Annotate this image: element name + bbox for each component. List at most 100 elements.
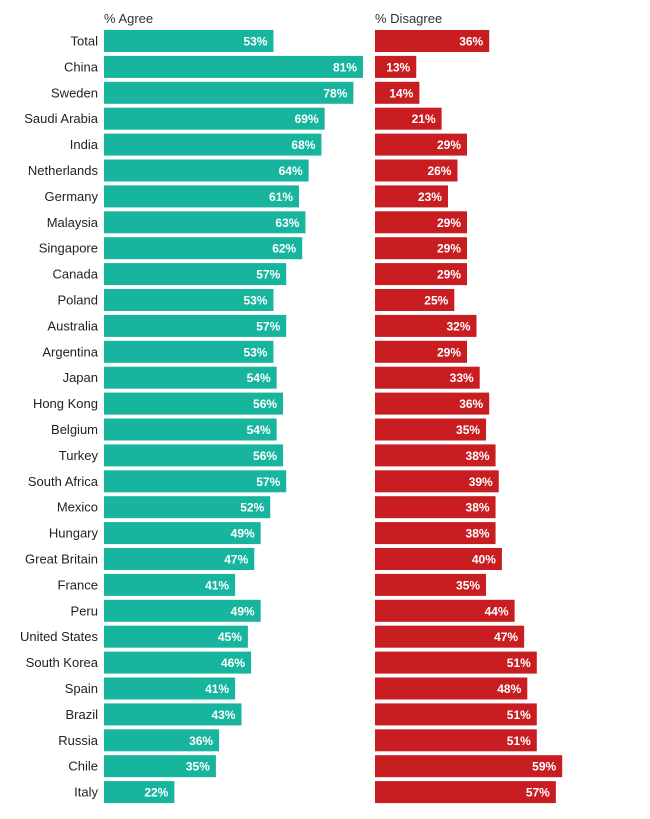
disagree-value-label-turkey: 38% — [466, 449, 490, 463]
agree-bar-sweden — [104, 81, 354, 104]
disagree-value-label-sweden: 14% — [389, 86, 413, 100]
agree-value-label-poland: 53% — [243, 294, 267, 308]
disagree-value-label-united-states: 47% — [494, 630, 518, 644]
agree-bar-germany — [104, 185, 300, 208]
disagree-bar-russia — [375, 729, 537, 752]
disagree-bar-china — [375, 55, 417, 78]
agree-bar-japan — [104, 366, 277, 389]
agree-value-label-france: 41% — [205, 578, 229, 592]
agree-value-label-turkey: 56% — [253, 449, 277, 463]
category-label-australia: Australia — [47, 318, 98, 333]
agree-bar-canada — [104, 263, 287, 286]
agree-column-header: % Agree — [104, 11, 153, 26]
disagree-value-label-italy: 57% — [526, 786, 550, 800]
disagree-bar-japan — [375, 366, 480, 389]
agree-bar-mexico — [104, 496, 271, 519]
agree-bar-united-states — [104, 625, 248, 648]
agree-bar-total — [104, 30, 274, 52]
disagree-value-label-china: 13% — [386, 60, 410, 74]
agree-value-label-brazil: 43% — [211, 708, 235, 722]
disagree-value-label-mexico: 38% — [466, 501, 490, 515]
agree-value-label-netherlands: 64% — [279, 164, 303, 178]
category-label-south-africa: South Africa — [28, 474, 99, 489]
agree-value-label-united-states: 45% — [218, 630, 242, 644]
category-label-sweden: Sweden — [51, 85, 98, 100]
agree-value-label-belgium: 54% — [247, 423, 271, 437]
chart-rows: Total 53% 36% China 81% 13% Sweden 78% 14% Saudi … — [20, 30, 563, 804]
agree-bar-australia — [104, 314, 287, 337]
agree-value-label-india: 68% — [291, 138, 315, 152]
agree-value-label-singapore: 62% — [272, 242, 296, 256]
disagree-bar-south-korea — [375, 651, 537, 674]
disagree-bar-australia — [375, 314, 477, 337]
disagree-bar-united-states — [375, 625, 525, 648]
category-label-malaysia: Malaysia — [47, 215, 99, 230]
disagree-bar-mexico — [375, 496, 496, 519]
disagree-value-label-south-africa: 39% — [469, 475, 493, 489]
disagree-bar-poland — [375, 289, 455, 311]
category-label-france: France — [58, 577, 98, 592]
disagree-bar-peru — [375, 599, 515, 622]
category-label-hong-kong: Hong Kong — [33, 396, 98, 411]
agree-value-label-malaysia: 63% — [275, 216, 299, 230]
disagree-bar-spain — [375, 677, 528, 700]
disagree-value-label-chile: 59% — [532, 760, 556, 774]
agree-bar-great-britain — [104, 548, 255, 570]
agree-bar-saudi-arabia — [104, 107, 325, 130]
agree-bar-chile — [104, 755, 216, 778]
disagree-bar-netherlands — [375, 159, 458, 182]
disagree-value-label-russia: 51% — [507, 734, 531, 748]
disagree-value-label-india: 29% — [437, 138, 461, 152]
disagree-value-label-japan: 33% — [450, 371, 474, 385]
disagree-bar-brazil — [375, 703, 537, 726]
agree-value-label-great-britain: 47% — [224, 553, 248, 567]
disagree-bar-belgium — [375, 418, 487, 441]
disagree-bar-total — [375, 30, 490, 52]
agree-value-label-argentina: 53% — [243, 345, 267, 359]
disagree-value-label-total: 36% — [459, 35, 483, 49]
disagree-value-label-singapore: 29% — [437, 242, 461, 256]
disagree-value-label-saudi-arabia: 21% — [412, 112, 436, 126]
disagree-bar-france — [375, 573, 487, 596]
agree-bar-france — [104, 573, 236, 596]
disagree-value-label-hong-kong: 36% — [459, 397, 483, 411]
category-label-brazil: Brazil — [65, 707, 98, 722]
agree-bar-hungary — [104, 522, 261, 545]
disagree-bar-saudi-arabia — [375, 107, 442, 130]
disagree-value-label-belgium: 35% — [456, 423, 480, 437]
agree-value-label-germany: 61% — [269, 190, 293, 204]
disagree-bar-turkey — [375, 444, 496, 467]
agree-bar-china — [104, 55, 363, 78]
disagree-bar-hungary — [375, 522, 496, 545]
category-label-south-korea: South Korea — [26, 655, 99, 670]
disagree-value-label-germany: 23% — [418, 190, 442, 204]
category-label-saudi-arabia: Saudi Arabia — [24, 111, 98, 126]
category-label-hungary: Hungary — [49, 526, 99, 541]
disagree-value-label-netherlands: 26% — [427, 164, 451, 178]
agree-value-label-saudi-arabia: 69% — [295, 112, 319, 126]
disagree-value-label-poland: 25% — [424, 294, 448, 308]
agree-value-label-mexico: 52% — [240, 501, 264, 515]
disagree-bar-canada — [375, 263, 468, 286]
category-label-chile: Chile — [68, 759, 98, 774]
category-label-united-states: United States — [20, 629, 99, 644]
disagree-column-header: % Disagree — [375, 11, 442, 26]
agree-value-label-hong-kong: 56% — [253, 397, 277, 411]
category-label-netherlands: Netherlands — [28, 163, 99, 178]
disagree-value-label-malaysia: 29% — [437, 216, 461, 230]
agree-bar-netherlands — [104, 159, 309, 182]
agree-bar-poland — [104, 289, 274, 311]
agree-value-label-russia: 36% — [189, 734, 213, 748]
disagree-value-label-brazil: 51% — [507, 708, 531, 722]
agree-bar-singapore — [104, 237, 303, 260]
category-label-total: Total — [71, 34, 99, 49]
disagree-value-label-great-britain: 40% — [472, 553, 496, 567]
category-label-singapore: Singapore — [39, 241, 98, 256]
category-label-poland: Poland — [58, 293, 98, 308]
agree-value-label-australia: 57% — [256, 319, 280, 333]
disagree-value-label-canada: 29% — [437, 268, 461, 282]
agree-bar-hong-kong — [104, 392, 284, 415]
disagree-bar-argentina — [375, 340, 468, 363]
